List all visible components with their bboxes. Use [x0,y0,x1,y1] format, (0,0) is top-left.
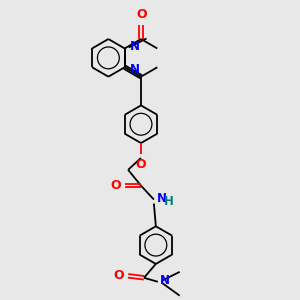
Text: N: N [130,40,140,53]
Text: O: O [111,179,121,192]
Text: O: O [113,269,124,282]
Text: O: O [137,8,147,21]
Text: H: H [164,195,174,208]
Text: O: O [136,158,146,171]
Text: N: N [160,274,170,287]
Text: N: N [130,63,140,76]
Text: N: N [157,192,167,205]
